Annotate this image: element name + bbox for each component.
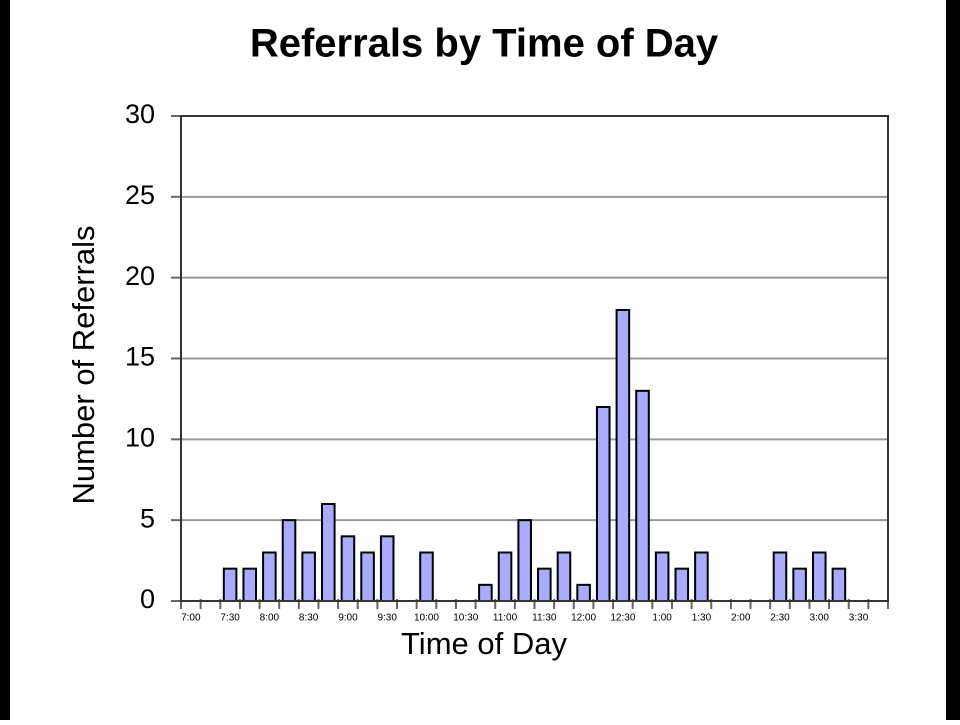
x-tick-label: 3:30 — [849, 613, 869, 624]
bar — [281, 519, 297, 603]
bar — [831, 567, 847, 603]
bar — [635, 389, 650, 603]
bar — [262, 551, 277, 602]
y-tick-label: 30 — [125, 99, 155, 129]
x-tick-label: 3:00 — [810, 613, 830, 624]
bar — [419, 551, 434, 602]
bar — [576, 583, 591, 602]
frame-right — [946, 0, 960, 720]
y-tick-label: 10 — [125, 422, 155, 452]
x-axis-label: Time of Day — [401, 626, 567, 661]
plot-border — [180, 115, 889, 602]
bar — [321, 503, 336, 602]
y-tick-label: 5 — [140, 503, 155, 533]
frame-left — [0, 0, 10, 720]
x-tick-label: 10:00 — [414, 613, 439, 624]
bar — [792, 567, 807, 603]
x-tick-label: 10:30 — [453, 613, 478, 624]
bar — [537, 567, 552, 603]
x-tick-label: 12:00 — [571, 613, 596, 624]
x-tick-label: 8:00 — [260, 613, 280, 624]
bar — [654, 551, 670, 602]
x-tick-label: 12:30 — [610, 613, 635, 624]
y-tick-label: 20 — [125, 261, 155, 291]
bar — [340, 535, 356, 602]
bar — [301, 551, 316, 602]
x-tick-label: 7:00 — [181, 613, 201, 624]
bar — [497, 551, 513, 602]
y-tick-label: 0 — [140, 584, 155, 614]
chart-title: Referrals by Time of Day — [250, 22, 719, 66]
x-tick-label: 8:30 — [299, 613, 319, 624]
bar — [772, 551, 788, 602]
bar — [811, 551, 827, 602]
x-tick-label: 1:00 — [652, 613, 672, 624]
bar — [360, 551, 375, 602]
y-tick-label: 15 — [125, 342, 155, 372]
x-tick-label: 7:30 — [220, 613, 240, 624]
bar — [615, 309, 631, 602]
bar — [478, 583, 493, 602]
x-tick-label: 11:00 — [493, 613, 518, 624]
bar — [595, 406, 611, 602]
y-axis-label: Number of Referrals — [66, 225, 101, 504]
y-tick-label: 25 — [125, 180, 155, 210]
bar — [517, 519, 532, 603]
bar — [379, 535, 395, 602]
bar — [674, 567, 690, 603]
x-tick-label: 9:00 — [338, 613, 358, 624]
x-tick-label: 2:00 — [731, 613, 751, 624]
bar — [694, 551, 709, 602]
bar — [556, 551, 572, 602]
x-tick-label: 11:30 — [532, 613, 557, 624]
bar — [242, 567, 258, 603]
x-tick-label: 9:30 — [377, 613, 397, 624]
bar — [222, 567, 238, 603]
x-tick-label: 1:30 — [692, 613, 712, 624]
x-tick-label: 2:30 — [770, 613, 790, 624]
